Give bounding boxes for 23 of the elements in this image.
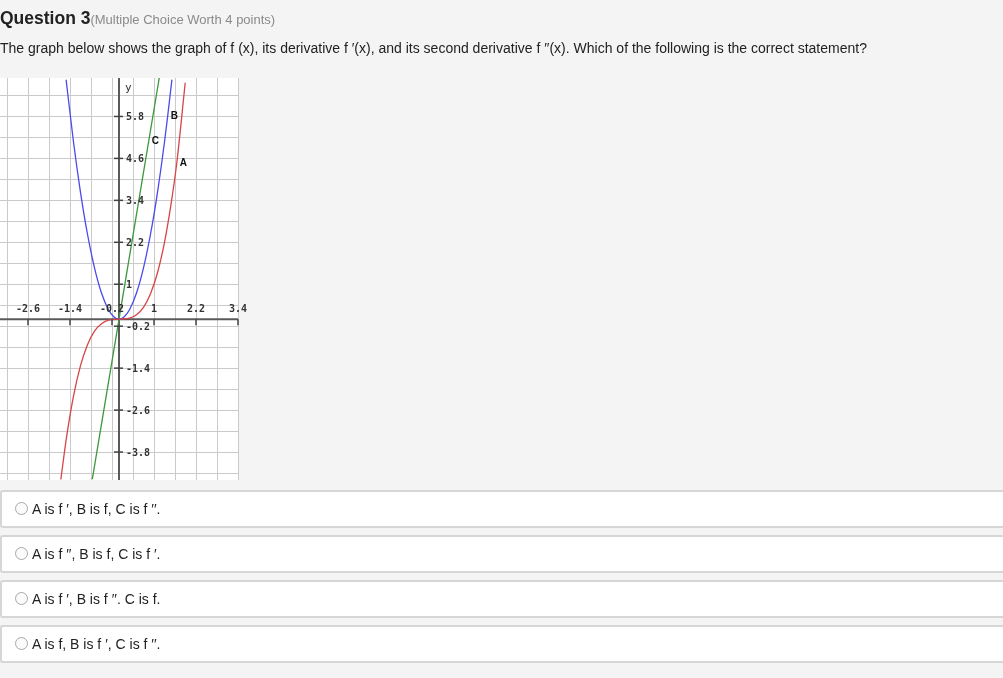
y-tick-label: -3.8 [126,446,151,458]
y-tick-label: -1.4 [126,362,151,374]
answer-option-box: A is f ′′, B is f, C is f ′. [0,535,1003,573]
answer-option-box: A is f, B is f ′, C is f ′′. [0,625,1003,663]
annotation: C [151,134,159,146]
y-tick-label: 5.8 [126,111,145,123]
line-series [60,82,186,480]
answer-option-box: A is f ′, B is f, C is f ′′. [0,490,1003,528]
x-tick-label: -1.4 [57,302,83,314]
annotation: B [170,110,178,122]
answer-option-box: A is f ′, B is f ′′. C is f. [0,580,1003,618]
y-tick-label: 1 [126,278,133,290]
x-tick-label: -2.6 [15,302,41,314]
chart-subtitle: (Multiple Choice Worth 4 points) [90,12,276,27]
y-tick-label: -0.2 [126,320,151,332]
y-tick-label: -2.6 [126,404,151,416]
x-tick-label: 2.2 [186,302,206,314]
text: The graph below shows the graph of f (x), its derivative f ′(x), and its second derivative f ′′(x). Which of the following is the correct statement? [0,40,867,57]
annotation: A [179,157,187,169]
x-tick-label: 3.4 [228,302,248,314]
y-tick-label: 4.6 [126,152,145,164]
y-axis-title: y [125,80,132,94]
chart-title: Question 3 [0,8,91,28]
